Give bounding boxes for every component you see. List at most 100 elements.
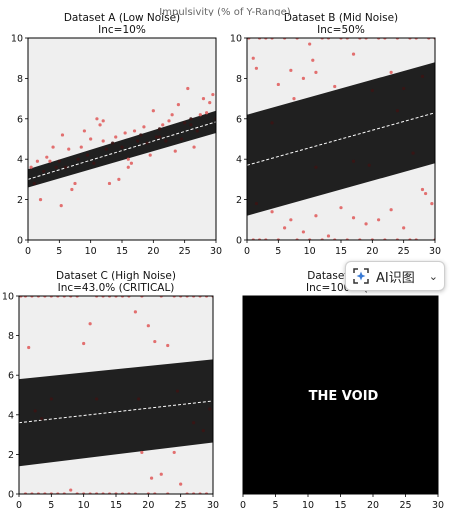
data-point bbox=[254, 66, 258, 70]
chart-panel-2: Dataset B (Mid Noise)Inc=50%0 5 10 15 20 25 30… bbox=[230, 12, 441, 257]
data-point bbox=[192, 421, 196, 425]
data-point bbox=[32, 181, 36, 186]
data-point bbox=[364, 222, 368, 226]
data-point bbox=[208, 101, 212, 105]
data-point bbox=[92, 161, 96, 165]
data-point bbox=[132, 129, 137, 133]
data-point bbox=[164, 139, 168, 143]
chart-panel-1: Dataset A (Low Noise)Inc=10%0 5 10 15 20 25 30… bbox=[11, 12, 222, 257]
data-point bbox=[270, 121, 274, 125]
y-tick-label: 6 bbox=[236, 114, 242, 125]
data-point bbox=[314, 165, 318, 169]
data-point bbox=[189, 117, 193, 121]
data-point bbox=[101, 119, 105, 123]
data-point bbox=[205, 111, 209, 115]
data-point bbox=[82, 129, 86, 133]
data-point bbox=[126, 165, 130, 169]
data-point bbox=[289, 218, 293, 222]
y-tick-label: 6 bbox=[17, 114, 23, 125]
ai-image-recognition-button[interactable]: AI识图 ⌄ bbox=[345, 261, 445, 291]
data-point bbox=[211, 92, 215, 97]
data-point bbox=[42, 169, 46, 173]
x-tick-label: 10 bbox=[85, 246, 97, 257]
x-tick-label: 10 bbox=[302, 500, 314, 511]
x-tick-label: 15 bbox=[116, 246, 128, 257]
data-point bbox=[51, 145, 55, 149]
sparkle-scan-icon bbox=[352, 267, 370, 285]
data-point bbox=[198, 113, 202, 117]
chevron-down-icon[interactable]: ⌄ bbox=[428, 269, 438, 283]
y-tick-label: 8 bbox=[17, 74, 23, 85]
data-point bbox=[27, 345, 31, 350]
data-point bbox=[140, 450, 144, 455]
data-point bbox=[69, 488, 73, 492]
data-points bbox=[29, 86, 216, 208]
data-point bbox=[45, 155, 49, 159]
data-point bbox=[133, 310, 137, 314]
data-point bbox=[129, 161, 133, 165]
data-point bbox=[136, 139, 140, 143]
x-tick-label: 10 bbox=[78, 500, 90, 511]
y-tick-label: 8 bbox=[8, 331, 14, 342]
data-point bbox=[201, 429, 205, 433]
data-point bbox=[389, 70, 393, 74]
data-point bbox=[308, 42, 312, 46]
data-point bbox=[195, 129, 199, 133]
data-point bbox=[186, 86, 190, 91]
x-tick-label: 20 bbox=[142, 500, 154, 511]
data-point bbox=[146, 324, 150, 328]
y-tick-label: 10 bbox=[11, 34, 23, 45]
data-point bbox=[395, 109, 399, 113]
data-point bbox=[49, 397, 53, 401]
x-tick-label: 0 bbox=[25, 246, 31, 257]
x-tick-label: 15 bbox=[334, 500, 346, 511]
data-point bbox=[82, 341, 86, 346]
data-point bbox=[142, 125, 146, 129]
data-point bbox=[283, 226, 287, 230]
y-tick-label: 10 bbox=[230, 34, 242, 45]
void-area bbox=[243, 296, 438, 494]
data-point bbox=[148, 153, 152, 157]
data-point bbox=[73, 181, 77, 186]
void-label: THE VOID bbox=[309, 389, 379, 404]
data-point bbox=[192, 145, 196, 149]
data-point bbox=[314, 214, 318, 218]
data-point bbox=[301, 230, 305, 234]
y-tick-label: 8 bbox=[236, 74, 242, 85]
data-points bbox=[247, 38, 435, 240]
data-point bbox=[389, 208, 393, 212]
data-point bbox=[170, 113, 174, 117]
x-tick-label: 5 bbox=[48, 500, 54, 511]
data-point bbox=[95, 117, 99, 121]
data-point bbox=[183, 121, 187, 125]
data-point bbox=[208, 407, 212, 411]
data-point bbox=[402, 86, 406, 91]
data-point bbox=[251, 56, 255, 60]
data-point bbox=[161, 123, 165, 127]
y-tick-label: 4 bbox=[236, 155, 242, 166]
y-tick-label: 0 bbox=[8, 490, 14, 501]
y-tick-label: 2 bbox=[17, 195, 23, 206]
data-point bbox=[117, 177, 121, 181]
data-point bbox=[411, 151, 415, 155]
data-point bbox=[339, 206, 343, 210]
x-tick-label: 25 bbox=[399, 500, 411, 511]
data-point bbox=[326, 234, 331, 238]
data-point bbox=[137, 397, 141, 401]
data-point bbox=[173, 149, 177, 153]
data-point bbox=[76, 157, 80, 161]
data-point bbox=[370, 88, 374, 93]
regression-line bbox=[18, 400, 214, 424]
data-point bbox=[153, 339, 157, 344]
x-tick-label: 0 bbox=[244, 246, 250, 257]
data-point bbox=[120, 145, 124, 149]
chart-subtitle: Inc=43.0% (CRITICAL) bbox=[58, 282, 175, 294]
data-point bbox=[107, 181, 112, 186]
data-point bbox=[166, 343, 170, 348]
chart-subtitle: Inc=50% bbox=[317, 24, 365, 36]
confidence-band bbox=[28, 110, 216, 188]
x-tick-label: 0 bbox=[240, 500, 246, 511]
data-point bbox=[424, 191, 428, 196]
y-tick-label: 2 bbox=[236, 195, 242, 206]
